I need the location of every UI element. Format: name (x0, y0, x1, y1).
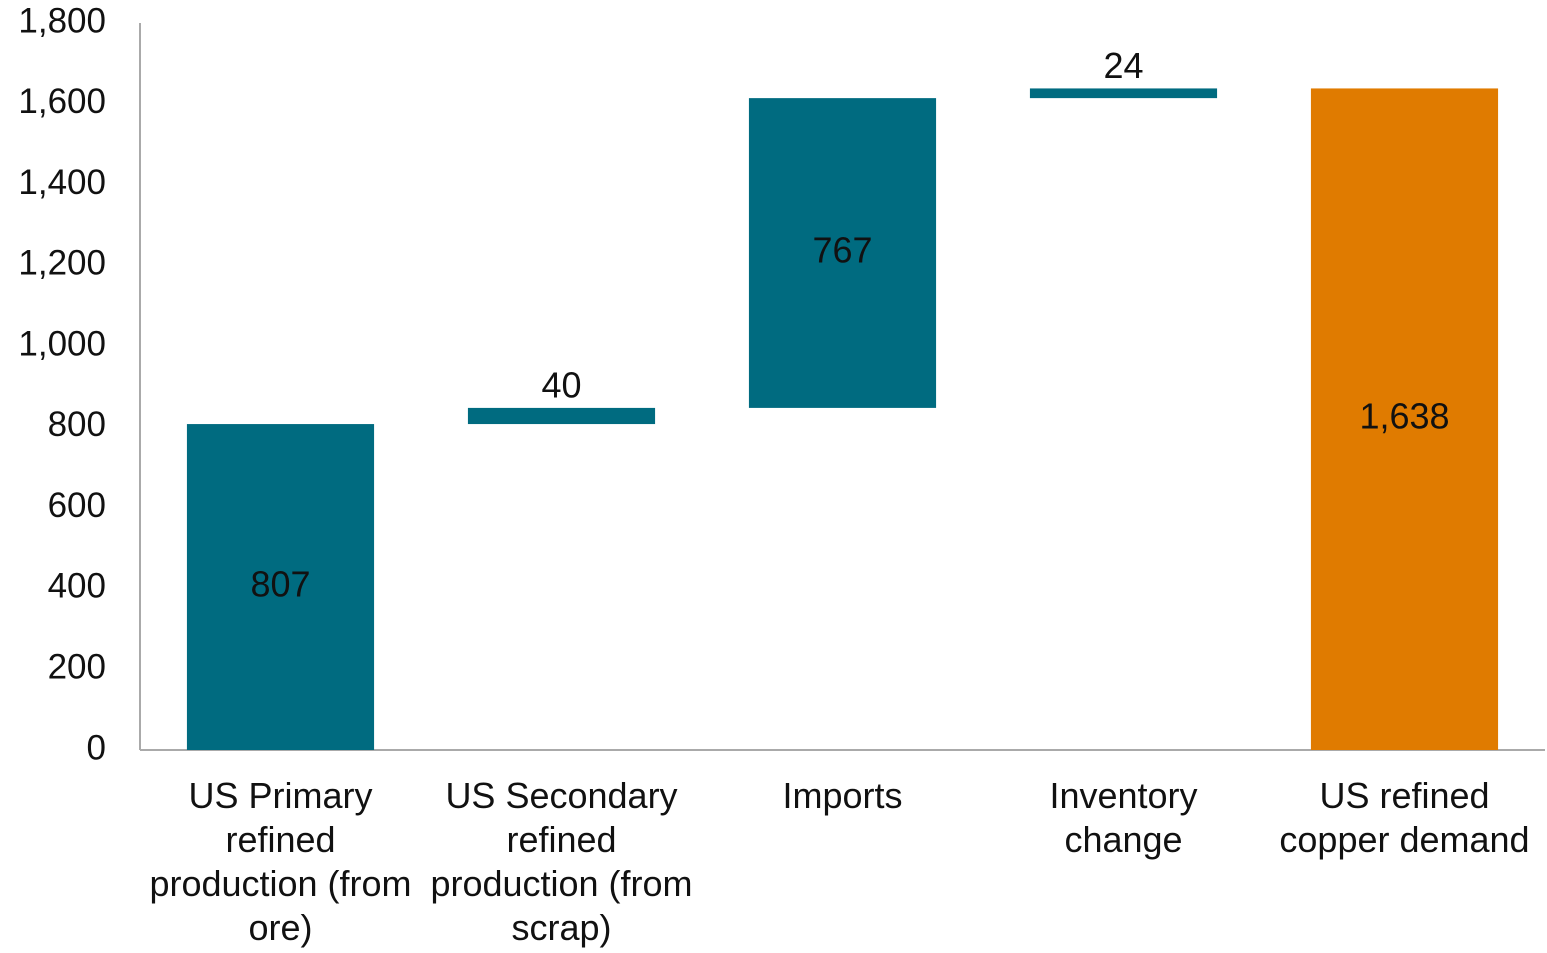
x-tick-label: US Primary refined production (from ore) (149, 775, 412, 948)
y-tick-label: 1,000 (18, 324, 106, 363)
x-tick-label: Inventory change (1049, 775, 1198, 860)
y-tick-label: 1,600 (18, 82, 106, 121)
bar (186, 424, 375, 750)
y-tick-label: 0 (87, 728, 106, 767)
x-tick-label-box: US Secondary refined production (from sc… (430, 775, 693, 948)
value-label: 40 (541, 364, 581, 405)
x-tick-label-box: Imports (782, 775, 903, 816)
y-tick-label: 200 (48, 647, 106, 686)
y-tick-label: 400 (48, 567, 106, 606)
y-tick-label: 1,400 (18, 163, 106, 202)
value-label: 24 (1103, 45, 1143, 86)
value-label: 807 (250, 564, 310, 605)
bar (467, 407, 656, 425)
bar (1029, 88, 1218, 99)
value-label: 767 (812, 230, 872, 271)
y-tick-label: 1,200 (18, 244, 106, 283)
bar (748, 98, 937, 408)
x-tick-label: US refined copper demand (1279, 775, 1530, 860)
x-tick-label: US Secondary refined production (from sc… (430, 775, 693, 948)
y-tick-label: 600 (48, 486, 106, 525)
x-tick-label-box: US refined copper demand (1279, 775, 1530, 860)
x-tick-label-box: Inventory change (1049, 775, 1198, 860)
x-tick-label: Imports (782, 775, 903, 816)
value-label: 1,638 (1359, 396, 1449, 437)
y-tick-label: 1,800 (18, 1, 106, 40)
x-tick-label-box: US Primary refined production (from ore) (149, 775, 412, 948)
bar (1310, 88, 1499, 751)
y-tick-label: 800 (48, 405, 106, 444)
